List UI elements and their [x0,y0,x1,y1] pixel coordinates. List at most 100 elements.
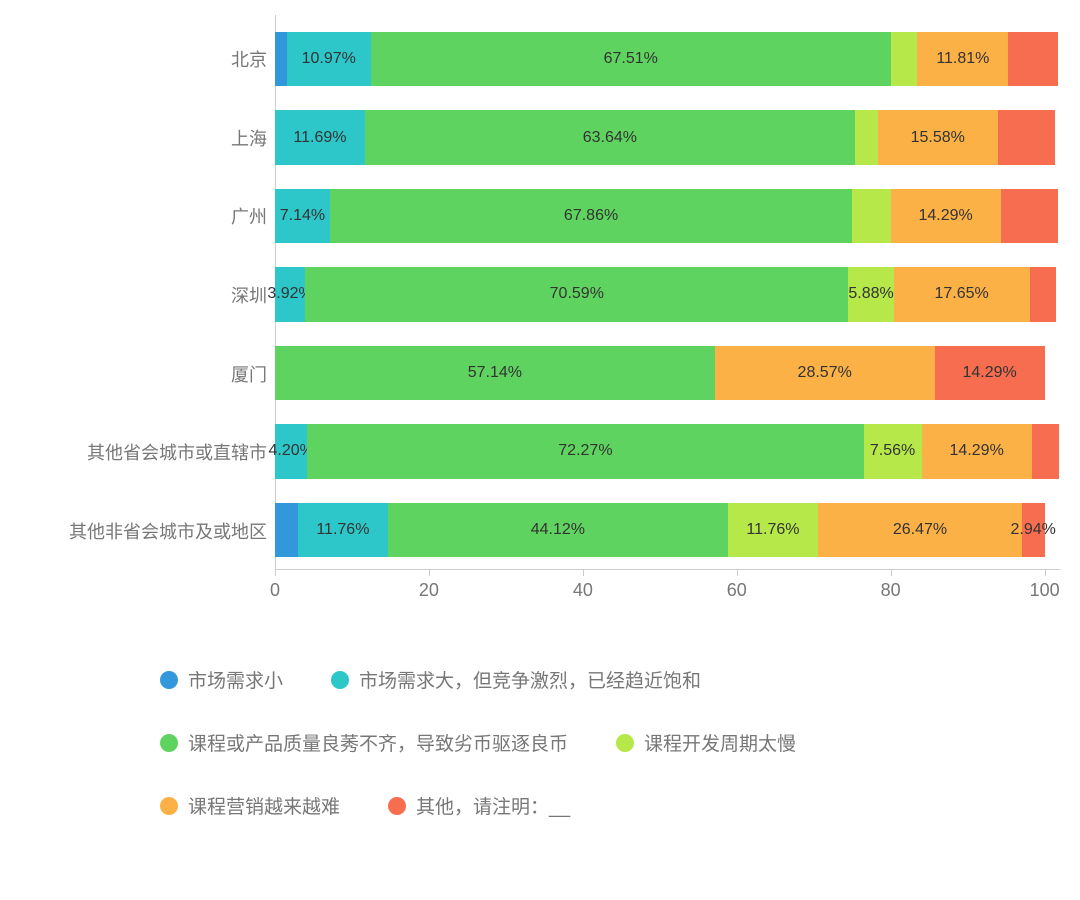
segment-value-label: 14.29% [962,364,1016,382]
segment-value-label: 14.29% [950,442,1004,460]
legend-label: 市场需求小 [188,666,283,693]
stacked-bar-chart: 北京上海广州深圳厦门其他省会城市或直辖市其他非省会城市及或地区 10.97% 67… [20,10,1060,880]
bar-segment: 28.57% [715,346,935,400]
bar-row: 57.14% 28.57% 14.29% [275,334,1060,412]
bar-segment: 70.59% [305,267,848,321]
segment-value-label: 63.64% [583,129,637,147]
bar-segment: 14.29% [891,189,1001,243]
bar-segment: 26.47% [818,503,1022,557]
bar-stack: 11.69% 63.64% 15.58% [275,110,1060,164]
bar-segment [1030,267,1057,321]
bar-stack: 57.14% 28.57% 14.29% [275,346,1060,400]
y-axis-labels: 北京上海广州深圳厦门其他省会城市或直辖市其他非省会城市及或地区 [20,20,275,570]
segment-value-label: 15.58% [911,129,965,147]
legend-color-dot [331,671,349,689]
legend-item: 课程营销越来越难 [160,792,340,819]
bar-segment: 67.86% [330,189,852,243]
segment-value-label: 70.59% [550,285,604,303]
legend-item: 课程开发周期太慢 [616,729,796,756]
bar-segment [855,110,878,164]
bar-stack: 4.20% 72.27% 7.56% 14.29% [275,424,1060,478]
x-axis-ticks: 020406080100 [275,576,1060,606]
legend-color-dot [616,734,634,752]
plot-area: 北京上海广州深圳厦门其他省会城市或直辖市其他非省会城市及或地区 10.97% 67… [20,10,1060,570]
bar-segment: 11.76% [728,503,819,557]
legend-item: 课程或产品质量良莠不齐，导致劣币驱逐良币 [160,729,568,756]
bar-stack: 3.92% 70.59% 5.88%17.65% [275,267,1060,321]
legend-color-dot [160,734,178,752]
segment-value-label: 14.29% [919,207,973,225]
x-axis-tick: 60 [727,580,747,601]
segment-value-label: 5.88% [848,285,893,303]
bar-row: 3.92% 70.59% 5.88%17.65% [275,255,1060,333]
bar-segment: 14.29% [922,424,1032,478]
y-axis-label: 厦门 [20,334,267,413]
bar-segment: 44.12% [388,503,728,557]
legend-item: 其他，请注明：__ [388,792,570,819]
segment-value-label: 2.94% [1011,521,1056,539]
segment-value-label: 26.47% [893,521,947,539]
bar-segment [275,503,298,557]
legend-label: 市场需求大，但竞争激烈，已经趋近饱和 [359,666,701,693]
legend-color-dot [388,797,406,815]
segment-value-label: 44.12% [531,521,585,539]
bar-segment [1008,32,1058,86]
segment-value-label: 28.57% [798,364,852,382]
segment-value-label: 11.76% [316,521,369,539]
bar-segment: 14.29% [935,346,1045,400]
segment-value-label: 11.69% [293,129,346,147]
segment-value-label: 57.14% [468,364,522,382]
y-axis-label: 上海 [20,99,267,178]
bar-segment: 67.51% [371,32,891,86]
bar-segment [852,189,890,243]
x-axis-tick: 0 [270,580,280,601]
bar-segment: 4.20% [275,424,307,478]
bar-segment: 72.27% [307,424,863,478]
bar-segment: 63.64% [365,110,855,164]
bar-stack: 10.97% 67.51% 11.81% [275,32,1060,86]
legend: 市场需求小 市场需求大，但竞争激烈，已经趋近饱和课程或产品质量良莠不齐，导致劣币驱… [20,666,1060,819]
legend-label: 课程开发周期太慢 [644,729,796,756]
bar-segment [275,32,287,86]
segment-value-label: 67.86% [564,207,618,225]
y-axis-label: 北京 [20,20,267,99]
x-axis: 0 20 40 60 80 100 [20,576,1060,606]
bar-segment: 11.76% [298,503,389,557]
bar-segment [998,110,1056,164]
legend-label: 其他，请注明：__ [416,792,570,819]
segment-value-label: 72.27% [558,442,612,460]
bar-segment: 15.58% [878,110,998,164]
bar-segment: 11.81% [917,32,1008,86]
segment-value-label: 67.51% [604,50,658,68]
y-axis-label: 广州 [20,177,267,256]
y-axis-label: 其他省会城市或直辖市 [20,413,267,492]
bar-segment: 3.92% [275,267,305,321]
segment-value-label: 10.97% [302,50,356,68]
bar-segment: 17.65% [894,267,1030,321]
legend-color-dot [160,671,178,689]
x-axis-tick: 20 [419,580,439,601]
y-axis-label: 其他非省会城市及或地区 [20,491,267,570]
x-axis-tick: 80 [881,580,901,601]
segment-value-label: 11.81% [936,50,989,68]
bar-segment: 7.14% [275,189,330,243]
legend-label: 课程或产品质量良莠不齐，导致劣币驱逐良币 [188,729,568,756]
bar-row: 11.69% 63.64% 15.58% [275,98,1060,176]
bars-area: 10.97% 67.51% 11.81% 11.69% 63.64% 15.58% 7.14… [275,20,1060,570]
bar-row: 4.20% 72.27% 7.56% 14.29% [275,412,1060,490]
bar-segment: 2.94% [1022,503,1045,557]
legend-item: 市场需求大，但竞争激烈，已经趋近饱和 [331,666,701,693]
legend-label: 课程营销越来越难 [188,792,340,819]
bar-segment [1032,424,1059,478]
bar-stack: 11.76% 44.12% 11.76% 26.47% 2.94% [275,503,1060,557]
bar-segment: 10.97% [287,32,371,86]
segment-value-label: 11.76% [746,521,799,539]
bar-segment [891,32,918,86]
x-axis-tick: 100 [1030,580,1060,601]
bar-row: 7.14% 67.86% 14.29% [275,177,1060,255]
bar-row: 10.97% 67.51% 11.81% [275,20,1060,98]
bar-row: 11.76% 44.12% 11.76% 26.47% 2.94% [275,491,1060,569]
bar-segment: 7.56% [864,424,922,478]
x-axis-tick: 40 [573,580,593,601]
bar-segment [1001,189,1059,243]
